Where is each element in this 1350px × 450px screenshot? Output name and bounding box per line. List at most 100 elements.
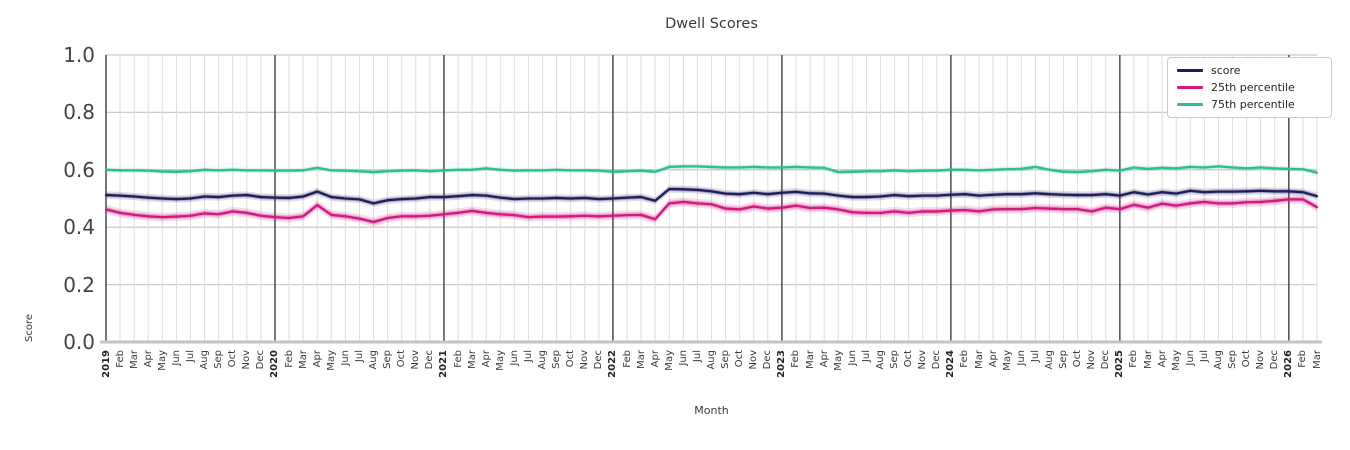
x-tick-label: Mar xyxy=(128,350,140,369)
x-tick-label: 2023 xyxy=(776,350,788,378)
x-tick-label: Nov xyxy=(748,350,760,370)
x-tick-label: Oct xyxy=(565,350,577,368)
x-tick-label: Oct xyxy=(227,350,239,368)
x-tick-label: Mar xyxy=(1311,350,1323,369)
series-line-score xyxy=(104,187,1319,205)
x-tick-label: Jul xyxy=(1029,350,1041,363)
x-tick-label: Sep xyxy=(1227,350,1238,369)
x-tick-label: Aug xyxy=(537,350,549,370)
x-tick-label: Oct xyxy=(734,350,746,368)
series-line-75th-percentile xyxy=(104,165,1319,174)
x-tick-label: Mar xyxy=(804,350,816,369)
x-tick-label: 2021 xyxy=(438,350,450,378)
legend-line-swatch-75th-percentile xyxy=(1177,103,1203,106)
x-tick-label: Nov xyxy=(410,350,422,370)
x-tick-label: Sep xyxy=(1058,350,1070,369)
y-tick-label: 0.8 xyxy=(63,100,95,125)
series-line-25th-percentile xyxy=(104,198,1319,224)
x-tick-label: Apr xyxy=(142,350,154,368)
x-tick-label: Jul xyxy=(860,350,872,363)
x-tick-label: 2020 xyxy=(269,350,281,378)
x-tick-label: Dec xyxy=(931,350,943,370)
x-tick-label: Aug xyxy=(706,350,717,370)
x-tick-label: Sep xyxy=(213,350,225,369)
chart-title: Dwell Scores xyxy=(665,16,758,32)
x-tick-label: Feb xyxy=(1128,350,1140,368)
band-score xyxy=(106,185,1317,208)
x-tick-label: Dec xyxy=(1269,350,1281,370)
x-tick-label: Jun xyxy=(339,350,351,366)
x-tick-label: Aug xyxy=(1212,350,1224,370)
x-tick-label: Dec xyxy=(1100,350,1112,370)
y-tick-label: 0.0 xyxy=(63,330,95,354)
x-tick-label: Apr xyxy=(1156,350,1168,368)
x-tick-label: Sep xyxy=(889,350,901,369)
x-tick-label: Mar xyxy=(297,350,309,369)
band-75th-percentile xyxy=(106,163,1317,176)
x-tick-label: Sep xyxy=(720,350,732,369)
x-tick-label: May xyxy=(1170,350,1182,371)
x-tick-label: Aug xyxy=(199,350,211,370)
legend-item-75th-percentile: 75th percentile xyxy=(1177,98,1322,111)
x-tick-label: Dec xyxy=(762,350,774,370)
x-axis-label: Month xyxy=(694,404,729,417)
x-tick-label: May xyxy=(663,350,675,371)
x-tick-label: Aug xyxy=(1043,350,1055,370)
x-tick-label: Oct xyxy=(1072,350,1084,368)
x-tick-label: 2025 xyxy=(1114,350,1126,378)
x-tick-label: Oct xyxy=(1241,350,1253,368)
x-tick-label: Jul xyxy=(1198,350,1210,363)
legend-line-swatch-score xyxy=(1177,69,1203,72)
x-tick-label: Aug xyxy=(368,350,380,370)
x-tick-label: Feb xyxy=(1297,350,1309,368)
x-tick-label: 2024 xyxy=(945,350,957,378)
x-tick-label: Jun xyxy=(677,350,689,366)
x-tick-label: May xyxy=(494,350,506,371)
x-tick-label: Nov xyxy=(1086,350,1098,370)
x-tick-label: Mar xyxy=(1142,350,1154,369)
x-tick-label: Feb xyxy=(114,350,126,368)
x-tick-label: May xyxy=(832,350,844,371)
x-tick-label: Feb xyxy=(790,350,802,368)
legend-label-75th-percentile: 75th percentile xyxy=(1211,98,1295,111)
x-tick-label: Mar xyxy=(973,350,985,369)
legend: score 25th percentile 75th percentile xyxy=(1167,57,1332,118)
x-tick-label: Nov xyxy=(579,350,591,370)
x-tick-label: Oct xyxy=(396,350,408,368)
x-tick-label: Jun xyxy=(1184,350,1196,366)
x-tick-label: Nov xyxy=(917,350,929,370)
x-tick-label: Jul xyxy=(522,350,534,363)
y-tick-label: 0.6 xyxy=(63,157,95,182)
x-tick-label: Mar xyxy=(635,350,647,369)
x-tick-label: Jun xyxy=(846,350,858,366)
x-tick-label: Jun xyxy=(1015,350,1027,366)
x-tick-label: Feb xyxy=(621,350,633,368)
x-tick-label: Jul xyxy=(353,350,365,363)
x-tick-label: 2019 xyxy=(100,350,112,378)
x-tick-label: Nov xyxy=(1255,350,1267,370)
x-tick-label: Apr xyxy=(987,350,999,368)
band-score xyxy=(106,186,1317,206)
x-tick-label: Apr xyxy=(818,350,830,368)
legend-label-score: score xyxy=(1211,64,1241,77)
x-tick-label: Apr xyxy=(480,350,492,368)
x-tick-label: 2026 xyxy=(1283,350,1295,378)
x-tick-label: Feb xyxy=(452,350,464,368)
band-25th-percentile xyxy=(106,194,1317,227)
x-tick-label: Feb xyxy=(959,350,971,368)
x-tick-label: Feb xyxy=(283,350,295,368)
band-75th-percentile xyxy=(106,164,1317,175)
y-tick-label: 1.0 xyxy=(63,43,95,67)
x-tick-label: Aug xyxy=(874,350,886,370)
legend-item-score: score xyxy=(1177,64,1322,77)
x-tick-label: May xyxy=(1001,350,1013,371)
x-tick-label: Oct xyxy=(903,350,915,368)
legend-item-25th-percentile: 25th percentile xyxy=(1177,81,1322,94)
x-tick-label: Apr xyxy=(311,350,323,368)
x-tick-label: Jun xyxy=(170,350,182,366)
x-tick-label: Sep xyxy=(382,350,394,369)
x-tick-label: Dec xyxy=(255,350,267,370)
x-tick-label: Mar xyxy=(466,350,478,369)
x-tick-label: Nov xyxy=(241,350,253,370)
